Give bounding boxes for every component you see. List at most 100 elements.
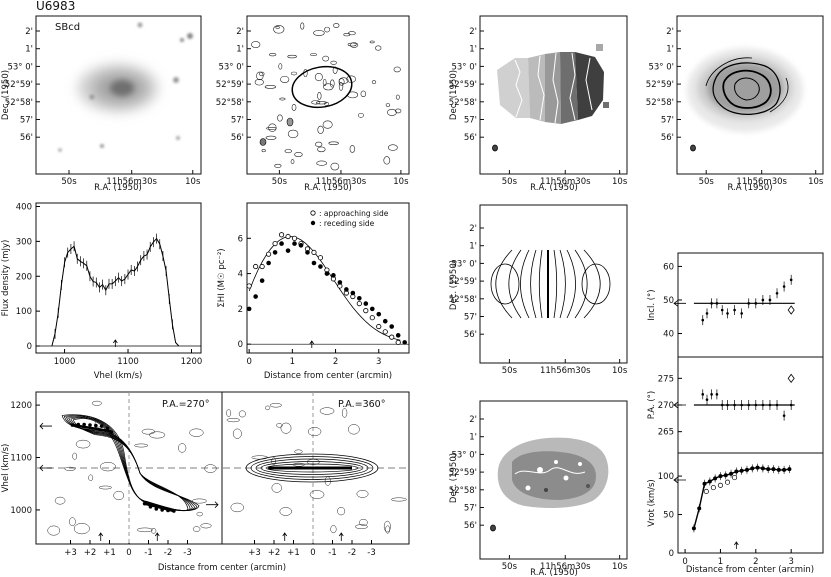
dec-axis-label-g: Dec. (1950) — [449, 260, 459, 310]
dec-tick-label: 2' — [469, 415, 477, 425]
profile-line — [51, 237, 180, 347]
vrot-point — [771, 467, 776, 472]
noise-contour — [310, 53, 317, 56]
noise-contour — [277, 114, 283, 122]
noise-contour — [134, 443, 149, 448]
approaching-point — [265, 251, 272, 257]
dec-tick-label: 52°59' — [5, 80, 33, 90]
noise-contour — [337, 507, 346, 516]
noise-contour — [261, 149, 266, 153]
radius-arrow — [734, 541, 739, 549]
approaching-point — [382, 329, 388, 335]
rotation-curve-plot: 0 50 100 0 1 2 3 — [658, 463, 794, 567]
ra-tick-label: 11h56m30s — [316, 177, 367, 187]
noise-contour — [280, 75, 290, 83]
isovelocity-contour — [559, 249, 566, 319]
noise-contour — [317, 91, 322, 100]
dec-tick-label: 1' — [25, 45, 33, 55]
panel-surface-density: 0 2 4 6 0 1 2 3 : approaching side : receding s… — [217, 202, 410, 381]
receding-point — [363, 301, 369, 306]
position-angle-plot: 265 270 275 — [658, 373, 795, 438]
noise-contour — [291, 104, 297, 111]
noise-contour — [251, 41, 261, 48]
beam-marker-b — [259, 138, 267, 146]
panel-global-profile: 0 100 200 300 400 1000 1100 1200 Flux density (… — [1, 202, 202, 381]
ra-tick-label: 11h56m30s — [540, 177, 591, 187]
y-tick-label: 4 — [238, 270, 243, 280]
noise-contour — [388, 144, 398, 151]
isovelocity-contour — [553, 249, 558, 319]
incl-axis-label: Incl. (°) — [647, 289, 657, 320]
noise-contour — [359, 518, 368, 526]
ra-tick-label: 50s — [502, 562, 518, 572]
y-tick-label: 1100 — [10, 454, 32, 464]
pa-270-label: P.A.=270° — [162, 399, 209, 410]
dec-tick-label: 57' — [464, 313, 477, 323]
noise-contour — [322, 55, 330, 62]
noise-contour — [149, 431, 166, 439]
approaching-point — [311, 249, 317, 256]
x-tick-label: 3 — [788, 557, 793, 567]
x-tick-label: -3 — [183, 548, 191, 558]
dec-tick-label: 2' — [236, 27, 244, 37]
receding-point — [266, 260, 271, 266]
noise-contour — [47, 525, 61, 536]
noise-contour — [150, 528, 157, 534]
x-tick-label: -1 — [144, 548, 152, 558]
dec-tick-label: 52°58' — [216, 98, 244, 108]
vrot-point — [755, 465, 760, 470]
noise-contour — [286, 117, 294, 127]
receding-point — [402, 340, 407, 345]
dec-ticks-d: 2' 1' 53° 0' 52°59' 52°58' 57' 56' — [646, 27, 681, 143]
pa-axis-label: P.A. (°) — [647, 391, 657, 419]
approaching-point — [363, 308, 369, 314]
vrot-point — [776, 467, 781, 472]
dec-tick-label: 52°58' — [5, 98, 33, 108]
noise-contour — [338, 82, 344, 91]
x-tick-label: 1100 — [117, 357, 139, 367]
vrot-point — [697, 506, 702, 511]
noise-contour — [294, 152, 303, 158]
dec-tick-label: 53° 0' — [7, 62, 33, 72]
dec-ticks-g: 2' 1' 53° 0' 52°59' 52°58' 57' 56' — [449, 224, 484, 340]
dec-tick-label: 1' — [236, 45, 244, 55]
ra-ticks-b: 50s 11h56m30s 10s — [272, 170, 409, 187]
dec-ticks-b: 2' 1' 53° 0' 52°59' 52°58' 57' 56' — [216, 27, 251, 143]
noise-contour — [226, 418, 240, 423]
adopted-arrow — [673, 300, 686, 307]
ra-tick-label: 11h56m30s — [540, 366, 591, 376]
ra-tick-label: 50s — [61, 177, 77, 187]
noise-contour — [72, 452, 78, 460]
y-tick-label: 300 — [16, 237, 32, 247]
galaxy-name: U6983 — [36, 0, 75, 13]
pv-contours-270: 1000 1100 1200 +3 +2 +1 0 -1 -2 -3 — [10, 392, 409, 558]
noise-contour — [265, 405, 271, 411]
vmax-arrow — [673, 476, 686, 484]
noise-contour — [88, 474, 94, 482]
dec-tick-label: 57' — [464, 116, 477, 126]
x-tick-label: +3 — [64, 548, 77, 558]
ra-axis-label-b: R.A. (1950) — [304, 183, 352, 193]
ra-tick-label: 11h56m30s — [736, 177, 787, 187]
isovelocity-contour — [574, 249, 588, 319]
noise-contour — [256, 71, 264, 81]
approaching-point — [291, 235, 298, 241]
y-tick-label: 50 — [663, 511, 674, 521]
radius-arrow — [282, 532, 288, 541]
x-tick-label: 2 — [753, 557, 758, 567]
approaching-point — [285, 233, 291, 240]
dec-tick-label: 52°59' — [449, 80, 477, 90]
vrot-point — [760, 466, 765, 471]
isovelocity-contour — [566, 249, 576, 319]
x-tick-label: +2 — [268, 548, 281, 558]
dec-tick-label: 2' — [25, 27, 33, 37]
noise-contour — [356, 490, 369, 498]
approaching-point — [278, 232, 285, 238]
pv-contour — [72, 418, 189, 511]
noise-contour — [338, 77, 349, 84]
ra-ticks-g: 50s 11h56m30s 10s — [502, 359, 628, 376]
receding-point — [318, 264, 323, 269]
dec-tick-label: 52°58' — [646, 98, 674, 108]
dec-tick-label: 56' — [464, 330, 477, 340]
